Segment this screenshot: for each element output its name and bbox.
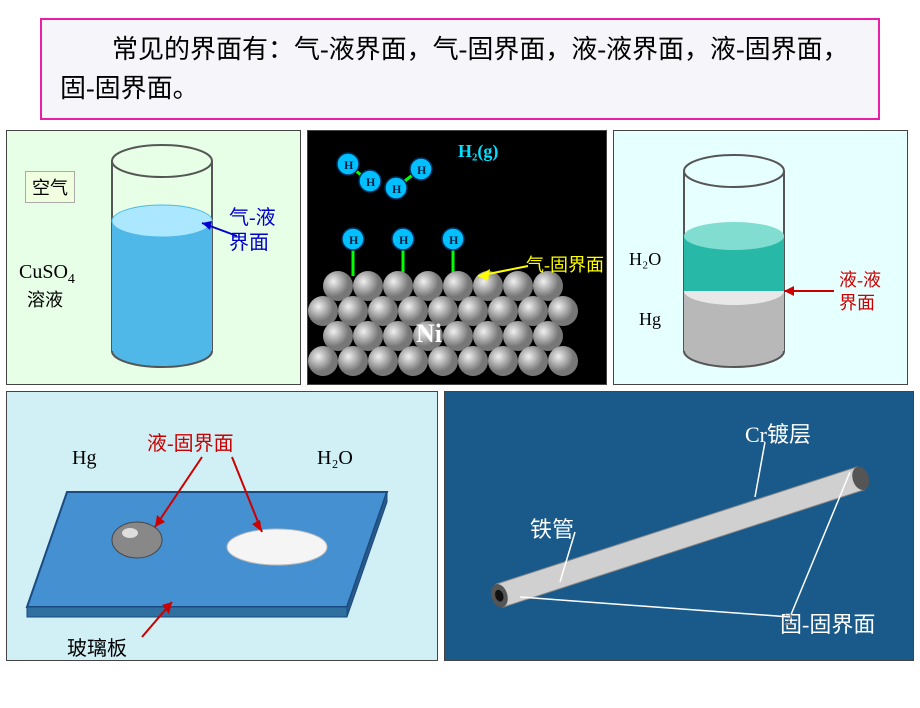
panel-liquid-solid: Hg 液-固界面 H₂O 玻璃板 xyxy=(6,391,438,661)
slide-number: 2 xyxy=(784,609,793,630)
h2o-drop-label: H₂O xyxy=(317,447,353,470)
svg-text:H: H xyxy=(399,233,409,247)
liq-liq-label-2: 界面 xyxy=(839,289,875,315)
panel-solid-solid: Cr镀层 铁管 固-固界面 2 xyxy=(444,391,914,661)
svg-text:H: H xyxy=(417,163,427,177)
ni-label: Ni xyxy=(416,319,442,349)
h2o-label: H₂O xyxy=(629,249,661,270)
glass-label: 玻璃板 xyxy=(67,632,127,661)
solid-solid-label: 固-固界面 xyxy=(780,607,875,639)
header-text: 常见的界面有：气-液界面，气-固界面，液-液界面，液-固界面，固-固界面。 xyxy=(40,18,880,120)
panel-gas-solid: H H H H H H xyxy=(307,130,607,385)
beaker-diagram xyxy=(7,131,302,386)
svg-text:H: H xyxy=(366,175,376,189)
gas-solid-label: 气-固界面 xyxy=(526,251,604,277)
panel-liquid-liquid: H₂O Hg 液-液 界面 xyxy=(613,130,908,385)
hg-label: Hg xyxy=(639,309,661,330)
liq-solid-label: 液-固界面 xyxy=(147,427,234,456)
gas-liquid-label-2: 界面 xyxy=(229,226,269,255)
svg-text:H: H xyxy=(392,182,402,196)
h2g-label: H₂(g) xyxy=(458,141,498,162)
cuso4-label: CuSO4 xyxy=(19,261,75,288)
cr-label: Cr镀层 xyxy=(745,417,811,449)
svg-text:H: H xyxy=(344,158,354,172)
fe-label: 铁管 xyxy=(530,512,574,544)
panel-gas-liquid: 空气 CuSO4 溶液 气-液 界面 xyxy=(6,130,301,385)
svg-text:H: H xyxy=(349,233,359,247)
solution-label: 溶液 xyxy=(27,286,63,312)
bottom-panels: Hg 液-固界面 H₂O 玻璃板 Cr镀层 铁管 固-固界面 2 xyxy=(0,385,920,667)
air-label: 空气 xyxy=(25,171,75,203)
hg-drop-label: Hg xyxy=(72,447,96,470)
top-panels: 空气 CuSO4 溶液 气-液 界面 H H H H xyxy=(0,130,920,385)
svg-text:H: H xyxy=(449,233,459,247)
